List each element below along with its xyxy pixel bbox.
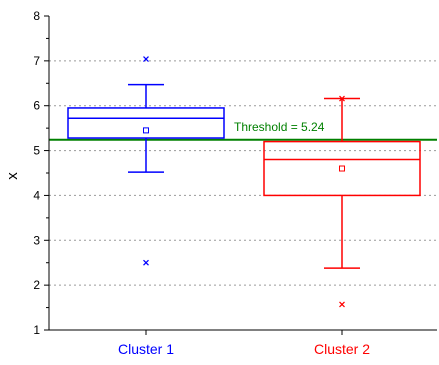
outlier-marker [143,259,149,266]
box-2 [263,95,421,308]
outlier-marker [339,95,345,102]
y-tick-label: 8 [33,9,40,23]
y-tick-label: 1 [33,323,40,337]
box-1 [67,56,225,266]
outlier-marker [143,56,149,62]
iqr-box [67,107,225,139]
iqr-box [263,140,421,197]
outlier-stroke [143,56,149,62]
x-tick-label: Cluster 1 [118,341,174,357]
outlier-marker [339,301,345,308]
y-tick-label: 5 [33,144,40,158]
y-tick-label: 7 [33,54,40,68]
y-tick-label: 6 [33,99,40,113]
y-tick-label: 2 [33,278,40,292]
outlier-stroke [339,301,345,308]
y-axis-label: x [4,172,21,180]
y-tick-label: 3 [33,233,40,247]
box-layer [67,56,421,308]
axis-layer: 1 2 3 4 5 6 7 8 Cluster 1 Cluster 2 [33,9,437,357]
mean-marker [339,165,345,172]
y-tick-label: 4 [33,188,40,202]
x-tick-label: Cluster 2 [314,341,370,357]
threshold-label: Threshold = 5.24 [234,120,325,134]
outlier-stroke [339,95,345,102]
outlier-stroke [143,259,149,266]
mean-marker [143,127,149,134]
grid-layer [49,60,437,286]
